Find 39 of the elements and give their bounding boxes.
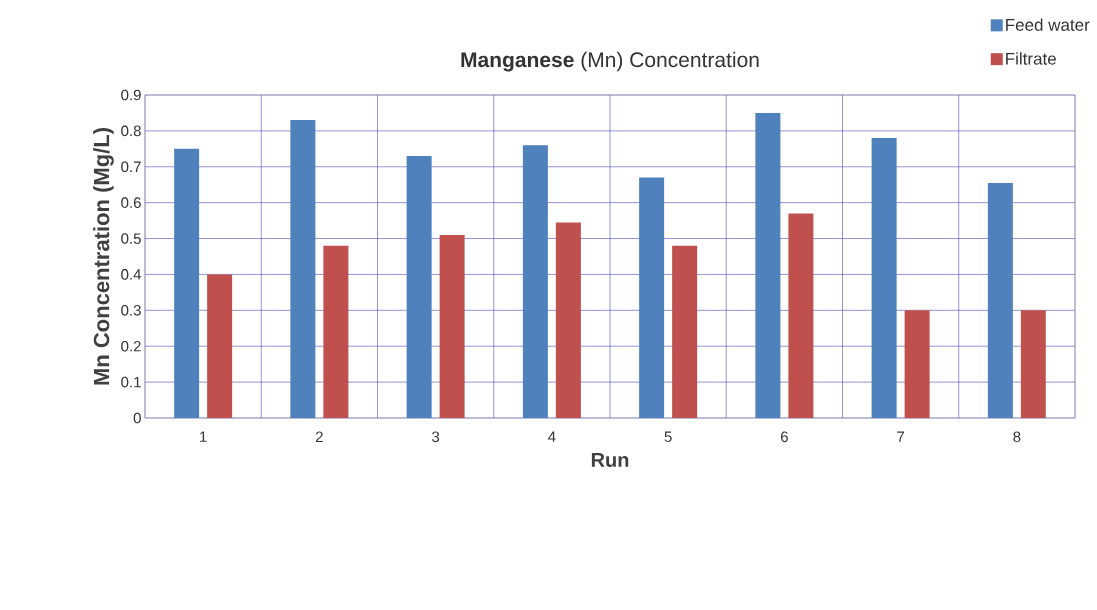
- x-tick-label: 3: [432, 431, 440, 443]
- chart-title: Manganese (Mn) Concentration: [461, 51, 759, 72]
- bar: [439, 234, 465, 418]
- y-tick-label: 0: [133, 412, 141, 424]
- y-tick-label: 0.2: [121, 340, 141, 352]
- x-tick-label: 5: [664, 431, 672, 442]
- y-tick-label: 0.1: [121, 376, 141, 388]
- y-tick-label: 0.9: [121, 89, 141, 101]
- y-tick-label: 0.4: [121, 269, 142, 280]
- bar: [987, 182, 1013, 418]
- bar: [788, 213, 814, 418]
- bar: [323, 245, 349, 418]
- x-tick-label: 7: [897, 431, 905, 442]
- y-tick-label: 0.5: [121, 233, 141, 244]
- x-tick-label: 4: [548, 431, 556, 442]
- y-tick-label: 0.6: [121, 197, 141, 208]
- bar: [290, 120, 316, 418]
- x-tick-label: 8: [1013, 431, 1021, 443]
- y-tick-label: 0.8: [121, 125, 141, 137]
- bar: [755, 112, 781, 418]
- bar: [639, 177, 665, 418]
- x-tick-label: 2: [315, 431, 323, 442]
- y-tick-label: 0.7: [121, 161, 141, 173]
- bar: [1020, 310, 1046, 418]
- legend-label: Feed water: [1006, 18, 1090, 31]
- bar: [871, 138, 897, 418]
- bar: [555, 222, 581, 418]
- x-tick-label: 6: [780, 431, 788, 443]
- y-axis-title: Mn Concentration (Mg/L): [93, 128, 114, 385]
- bar: [904, 310, 930, 418]
- bar: [207, 274, 233, 418]
- bar: [406, 156, 432, 418]
- x-axis-title: Run: [591, 453, 629, 467]
- y-tick-label: 0.3: [121, 305, 141, 316]
- bar: [522, 145, 548, 418]
- bar: [672, 245, 698, 418]
- legend-label: Filtrate: [1006, 52, 1056, 65]
- x-tick-label: 1: [200, 431, 207, 442]
- bar: [174, 148, 200, 418]
